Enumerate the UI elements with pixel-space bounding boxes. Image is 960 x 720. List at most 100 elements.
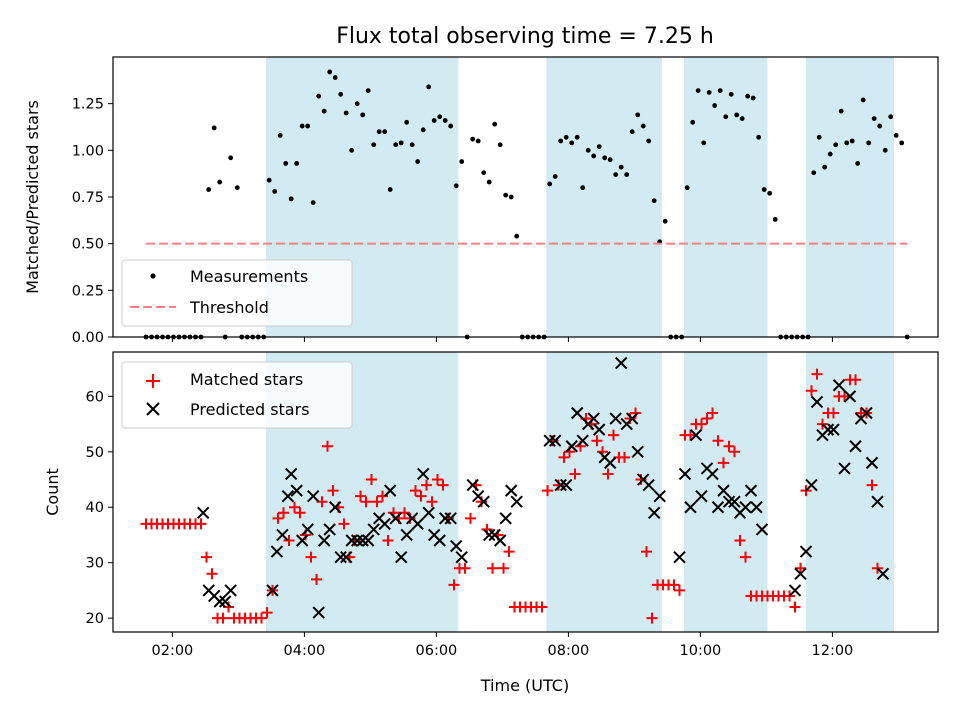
measurement-point bbox=[299, 123, 305, 129]
count-legend: Matched stars Predicted stars bbox=[121, 361, 353, 429]
measurement-point bbox=[745, 93, 751, 99]
predicted-stars-point bbox=[270, 545, 284, 558]
predicted-stars-point bbox=[416, 467, 430, 481]
matched-stars-point bbox=[404, 512, 416, 524]
count-y-tick-label: 50 bbox=[86, 445, 104, 461]
matched-stars-point bbox=[718, 457, 729, 469]
predicted-stars-point bbox=[559, 478, 573, 492]
predicted-stars-point bbox=[394, 550, 408, 564]
matched-stars-point bbox=[630, 407, 641, 419]
measurement-point bbox=[607, 157, 613, 163]
matched-stars-point bbox=[740, 551, 751, 563]
observing-windows-top bbox=[265, 57, 894, 337]
measurement-point bbox=[431, 118, 437, 123]
matched-stars-point bbox=[311, 573, 322, 585]
predicted-stars-point bbox=[449, 539, 463, 553]
measurement-point bbox=[723, 114, 729, 120]
predicted-stars-point bbox=[218, 595, 232, 608]
matched-stars-point bbox=[569, 468, 581, 480]
predicted-stars-point bbox=[281, 489, 295, 503]
measurement-point bbox=[420, 127, 426, 133]
matched-stars-point bbox=[289, 501, 300, 513]
matched-stars-point bbox=[795, 562, 806, 574]
measurement-point bbox=[387, 187, 393, 192]
measurement-point bbox=[728, 91, 734, 97]
predicted-stars-point bbox=[350, 534, 364, 547]
ratio-y-tick-label: 1.25 bbox=[72, 97, 104, 113]
ratio-x-ticks bbox=[171, 337, 833, 342]
predicted-stars-point bbox=[224, 584, 237, 597]
measurement-point bbox=[332, 75, 338, 80]
matched-stars-point bbox=[591, 435, 603, 447]
predicted-stars-point bbox=[389, 512, 402, 525]
ratio-y-ticks: 0.00 0.25 0.50 0.75 1.00 1.25 bbox=[72, 97, 113, 346]
chart-title: Flux total observing time = 7.25 h bbox=[336, 24, 714, 49]
predicted-stars-point bbox=[689, 428, 703, 442]
measurement-point bbox=[310, 200, 316, 206]
predicted-stars-point bbox=[493, 534, 507, 547]
measurement-point bbox=[866, 140, 872, 146]
predicted-stars-point bbox=[378, 517, 391, 531]
predicted-stars-point bbox=[673, 550, 686, 564]
matched-stars-point bbox=[322, 440, 333, 452]
matched-stars-point bbox=[806, 385, 817, 397]
predicted-stars-point bbox=[810, 395, 824, 409]
predicted-stars-point bbox=[466, 478, 479, 492]
predicted-stars-point bbox=[755, 523, 769, 536]
matched-stars-point bbox=[283, 535, 295, 547]
measurement-point bbox=[459, 159, 465, 164]
predicted-stars-point bbox=[587, 412, 600, 425]
matched-stars-point bbox=[828, 407, 839, 419]
measurement-point bbox=[882, 147, 888, 153]
predicted-stars-point bbox=[266, 584, 279, 597]
matched-stars-point bbox=[784, 590, 795, 602]
count-x-tick-label: 04:00 bbox=[284, 643, 326, 659]
legend-measurements-marker bbox=[150, 273, 156, 279]
predicted-stars-point bbox=[196, 506, 210, 519]
measurement-point bbox=[547, 181, 553, 187]
measurement-point bbox=[811, 170, 817, 176]
matched-stars-point bbox=[602, 468, 614, 480]
count-y-axis-label: Count bbox=[43, 468, 62, 516]
matched-stars-point bbox=[789, 601, 801, 613]
matched-stars-point bbox=[432, 474, 443, 486]
matched-stars-point bbox=[382, 535, 394, 547]
predicted-stars-point bbox=[345, 534, 358, 547]
ratio-y-tick-label: 0.00 bbox=[72, 330, 104, 346]
measurement-point bbox=[899, 140, 905, 146]
matched-stars-point bbox=[635, 474, 647, 486]
predicted-stars-point bbox=[631, 445, 644, 459]
predicted-stars-point bbox=[865, 456, 879, 470]
predicted-stars-point bbox=[306, 489, 320, 503]
matched-stars-point bbox=[817, 418, 828, 430]
predicted-stars-point bbox=[603, 456, 617, 470]
predicted-stars-point bbox=[614, 356, 628, 370]
measurement-point bbox=[591, 153, 597, 159]
matched-stars-point bbox=[415, 490, 427, 502]
measurement-point bbox=[481, 170, 487, 176]
measurement-point bbox=[580, 185, 586, 191]
measurement-point bbox=[849, 138, 855, 144]
measurement-point bbox=[415, 159, 421, 164]
predicted-stars-point bbox=[684, 501, 697, 514]
measurement-point bbox=[893, 133, 899, 138]
predicted-stars-point bbox=[438, 512, 452, 525]
legend-matched-marker bbox=[146, 374, 160, 388]
ratio-y-tick-label: 0.75 bbox=[72, 190, 104, 206]
measurement-point bbox=[365, 88, 371, 93]
matched-stars-point bbox=[476, 496, 487, 508]
measurement-point bbox=[624, 172, 630, 178]
measurement-point bbox=[646, 138, 652, 144]
count-x-tick-label: 12:00 bbox=[812, 643, 854, 659]
count-plot-frame bbox=[112, 351, 939, 633]
measurement-point bbox=[662, 218, 668, 224]
predicted-stars-point bbox=[367, 523, 380, 536]
predicted-stars-point bbox=[455, 550, 468, 564]
measurement-point bbox=[706, 90, 712, 95]
count-legend-box bbox=[121, 361, 353, 429]
measurement-point bbox=[701, 140, 707, 146]
measurement-point bbox=[756, 134, 762, 140]
predicted-stars-point bbox=[213, 595, 226, 608]
predicted-stars-point bbox=[647, 506, 661, 519]
matched-stars-point bbox=[707, 407, 718, 419]
